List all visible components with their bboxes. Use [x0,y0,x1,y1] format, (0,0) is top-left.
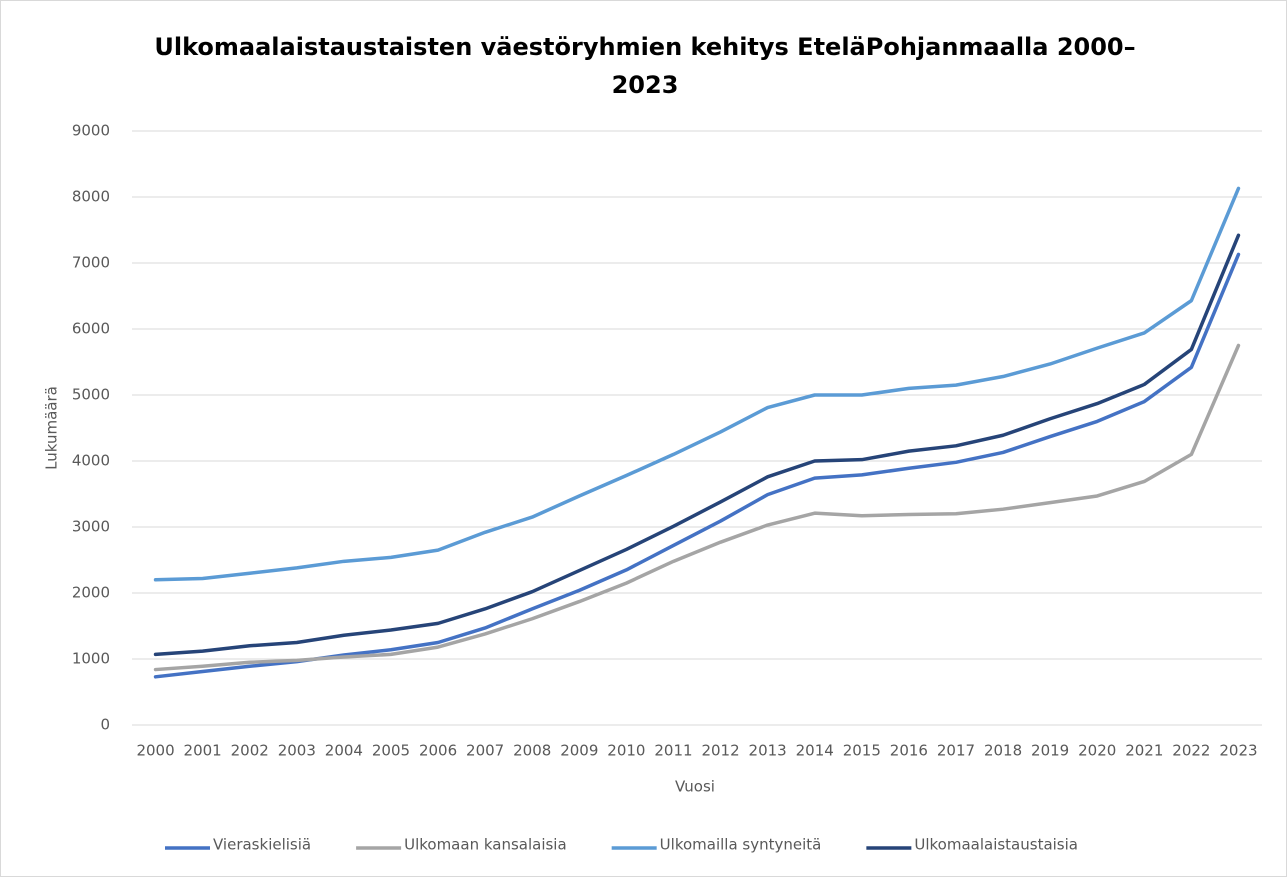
x-tick-label: 2013 [749,742,787,760]
y-tick-label: 7000 [72,254,110,272]
x-tick-label: 2019 [1031,742,1069,760]
x-tick-label: 2022 [1172,742,1210,760]
x-tick-label: 2012 [701,742,739,760]
x-tick-label: 2009 [560,742,598,760]
x-tick-label: 2000 [136,742,174,760]
x-tick-label: 2014 [796,742,834,760]
chart-title: Ulkomaalaistaustaisten väestöryhmien keh… [154,33,1136,99]
x-tick-label: 2001 [184,742,222,760]
y-tick-label: 2000 [72,584,110,602]
x-tick-label: 2016 [890,742,928,760]
y-tick-label: 3000 [72,518,110,536]
legend-label: Ulkomaalaistaustaisia [914,836,1078,854]
x-tick-label: 2003 [278,742,316,760]
x-tick-label: 2004 [325,742,363,760]
y-tick-label: 0 [100,716,110,734]
y-axis-label: Lukumäärä [43,386,61,470]
y-tick-label: 6000 [72,320,110,338]
x-tick-label: 2015 [843,742,881,760]
series-line [153,343,1241,672]
y-tick-label: 1000 [72,650,110,668]
x-tick-label: 2018 [984,742,1022,760]
x-tick-label: 2011 [654,742,692,760]
x-axis-label: Vuosi [675,778,715,796]
x-tick-label: 2021 [1125,742,1163,760]
legend-label: Vieraskielisiä [213,836,311,854]
y-tick-label: 5000 [72,386,110,404]
x-tick-label: 2002 [231,742,269,760]
x-tick-label: 2020 [1078,742,1116,760]
x-tick-label: 2007 [466,742,504,760]
series-line [153,186,1241,582]
y-tick-label: 9000 [72,122,110,140]
legend-label: Ulkomaan kansalaisia [404,836,567,854]
x-tick-label: 2017 [937,742,975,760]
x-tick-label: 2008 [513,742,551,760]
y-tick-label: 4000 [72,452,110,470]
series-line [153,233,1241,657]
y-tick-label: 8000 [72,188,110,206]
x-tick-label: 2023 [1219,742,1257,760]
x-tick-label: 2010 [607,742,645,760]
x-tick-label: 2005 [372,742,410,760]
legend-label: Ulkomailla syntyneitä [660,836,822,854]
x-tick-label: 2006 [419,742,457,760]
